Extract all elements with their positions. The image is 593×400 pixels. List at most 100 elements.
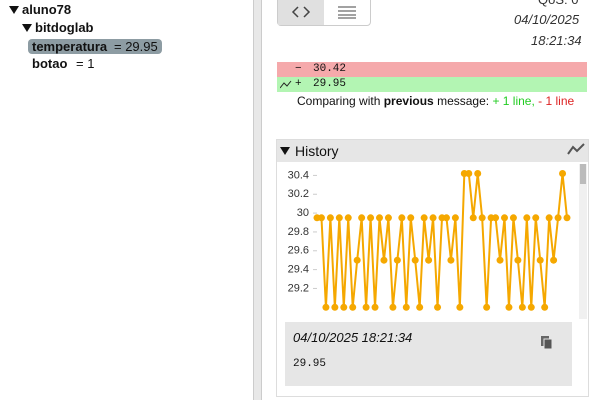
expand-icon[interactable]	[9, 6, 19, 15]
date: 04/10/2025	[514, 12, 580, 27]
data-point	[429, 214, 437, 222]
data-point	[545, 214, 553, 222]
data-point	[442, 214, 450, 222]
data-point	[527, 303, 535, 311]
data-point	[509, 214, 517, 222]
diff-removed: − 30.42	[277, 62, 587, 77]
y-tick-label: 29.8	[288, 226, 309, 238]
data-point	[393, 256, 401, 264]
diff-sign: +	[295, 78, 302, 90]
data-point	[407, 214, 415, 222]
data-point	[536, 256, 544, 264]
data-point	[478, 214, 486, 222]
item-value: = 29.95	[114, 39, 158, 54]
message-box: 04/10/2025 18:21:34 29.95	[285, 322, 572, 386]
diff-added: + 29.95	[277, 77, 587, 92]
data-point	[340, 303, 348, 311]
series-line	[317, 172, 568, 308]
divider[interactable]	[253, 0, 262, 400]
data-point	[456, 303, 464, 311]
y-tick-label: 29.6	[288, 245, 309, 257]
data-point	[402, 303, 410, 311]
data-point	[474, 170, 482, 178]
data-point	[451, 214, 459, 222]
data-point	[465, 170, 473, 178]
text: Comparing with	[297, 94, 381, 108]
time: 18:21:34	[531, 33, 582, 48]
comparing: Comparing with previous message: + 1 lin…	[297, 94, 574, 108]
y-tick-label: 29.2	[288, 282, 309, 294]
data-point	[344, 214, 352, 222]
tree-root[interactable]: aluno78	[22, 2, 72, 17]
data-point	[447, 256, 455, 264]
data-point	[514, 256, 522, 264]
tree-child[interactable]: bitdoglab	[35, 20, 94, 35]
data-point	[541, 303, 549, 311]
chart-icon[interactable]	[567, 142, 585, 156]
history-panel: History 29.2 29.4 29.6 29.8 30 30.2 30.4 04/10…	[276, 139, 589, 397]
data-point	[518, 303, 526, 311]
data-point	[353, 256, 361, 264]
qos: QoS: 0	[538, 0, 578, 7]
data-point	[416, 303, 424, 311]
data-point	[559, 170, 567, 178]
diff-value: 30.42	[313, 63, 347, 75]
copy-button[interactable]	[541, 336, 553, 350]
added-count: + 1 line,	[492, 94, 535, 108]
text: message:	[437, 94, 490, 108]
y-tick-label: 29.4	[288, 264, 309, 276]
removed-count: - 1 line	[538, 94, 575, 108]
data-point	[483, 303, 491, 311]
data-point	[380, 256, 388, 264]
data-point	[501, 214, 508, 222]
text: previous	[383, 94, 434, 108]
data-point	[326, 214, 334, 222]
data-point	[371, 303, 379, 311]
data-point	[362, 303, 370, 311]
data-point	[523, 214, 531, 222]
diff-sign: −	[295, 63, 302, 75]
data-point	[492, 214, 500, 222]
data-point	[563, 214, 571, 222]
y-tick-label: 30.4	[288, 169, 309, 181]
left-panel: aluno78 bitdoglab temperatura = 29.95 bo…	[0, 0, 253, 400]
chart: 29.2 29.4 29.6 29.8 30 30.2 30.4	[288, 169, 571, 311]
history-title: History	[295, 143, 339, 159]
timestamp: 04/10/2025 18:21:34	[293, 330, 413, 345]
data-point	[349, 303, 357, 311]
data-point	[505, 303, 513, 311]
view-toggle	[277, 0, 371, 26]
data-point	[384, 214, 392, 222]
data-point	[331, 303, 339, 311]
item-key: temperatura	[32, 39, 108, 54]
item-key[interactable]: botao	[32, 56, 68, 71]
data-point	[411, 256, 419, 264]
data-point	[367, 214, 375, 222]
data-point	[554, 214, 562, 222]
data-point	[496, 256, 504, 264]
data-point	[389, 303, 397, 311]
data-point	[420, 214, 428, 222]
data-point	[434, 303, 442, 311]
history-header[interactable]: History	[277, 140, 588, 162]
scrollbar[interactable]	[579, 164, 587, 319]
expand-icon[interactable]	[22, 24, 32, 33]
data-point	[532, 214, 540, 222]
code-button[interactable]	[278, 0, 324, 25]
diff-value: 29.95	[313, 78, 347, 90]
data-point	[469, 214, 477, 222]
data-point	[376, 214, 383, 222]
tree-item[interactable]: temperatura = 29.95	[28, 39, 162, 54]
data-point	[317, 214, 325, 222]
data-point	[322, 303, 330, 311]
data-point	[358, 214, 366, 222]
data-point	[550, 256, 558, 264]
data-point	[335, 214, 343, 222]
item-value: = 1	[76, 56, 95, 71]
y-tick-label: 30.2	[288, 188, 309, 200]
y-tick-label: 30	[297, 207, 309, 219]
message-value: 29.95	[293, 358, 327, 370]
data-point	[398, 214, 406, 222]
raw-button[interactable]	[324, 0, 370, 25]
